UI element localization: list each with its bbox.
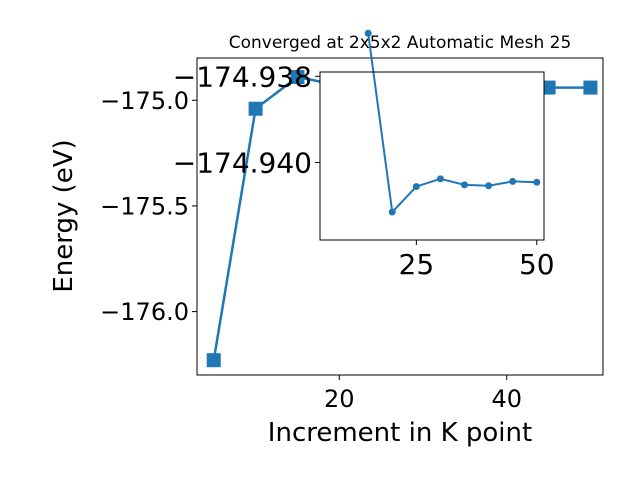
- main-data-point: [248, 101, 263, 116]
- inset-background: [320, 72, 544, 240]
- inset-x-tick-label: 25: [399, 248, 435, 281]
- main-data-point: [206, 353, 221, 368]
- main-data-point: [583, 80, 598, 95]
- inset-y-tick-label: −174.940: [173, 147, 312, 180]
- inset-data-point: [412, 183, 420, 191]
- y-axis-label: Energy (eV): [49, 139, 79, 292]
- inset-series-line: [367, 33, 537, 213]
- main-y-tick-label: −176.0: [100, 298, 189, 326]
- inset-data-point: [533, 178, 541, 186]
- main-x-tick-label: 40: [491, 385, 522, 413]
- inset-data-point: [364, 29, 372, 37]
- chart-title: Converged at 2x5x2 Automatic Mesh 25: [229, 33, 572, 53]
- main-data-point: [541, 80, 556, 95]
- main-data-point: [290, 70, 305, 85]
- x-axis-label: Increment in K point: [268, 418, 532, 448]
- inset-data-point: [485, 182, 493, 190]
- inset-plot: 25 50 −174.940 −174.938: [173, 29, 555, 281]
- inset-data-point: [436, 175, 444, 183]
- main-plot: Converged at 2x5x2 Automatic Mesh 25 Inc…: [49, 33, 604, 448]
- inset-data-point: [461, 181, 469, 189]
- main-y-tick-label: −175.5: [100, 193, 189, 221]
- inset-data-point: [509, 177, 517, 185]
- main-axis-ticks: 20 40 −175.0 −175.5 −176.0: [100, 87, 522, 413]
- inset-plot-frame: [319, 71, 545, 241]
- inset-x-tick-label: 50: [519, 248, 555, 281]
- main-y-tick-label: −175.0: [100, 87, 189, 115]
- inset-axis-ticks: 25 50 −174.940 −174.938: [173, 60, 555, 281]
- main-plot-frame: [196, 57, 604, 376]
- main-x-tick-label: 20: [324, 385, 355, 413]
- inset-y-tick-label: −174.938: [173, 60, 312, 93]
- inset-series: [364, 29, 541, 216]
- inset-data-point: [388, 208, 396, 216]
